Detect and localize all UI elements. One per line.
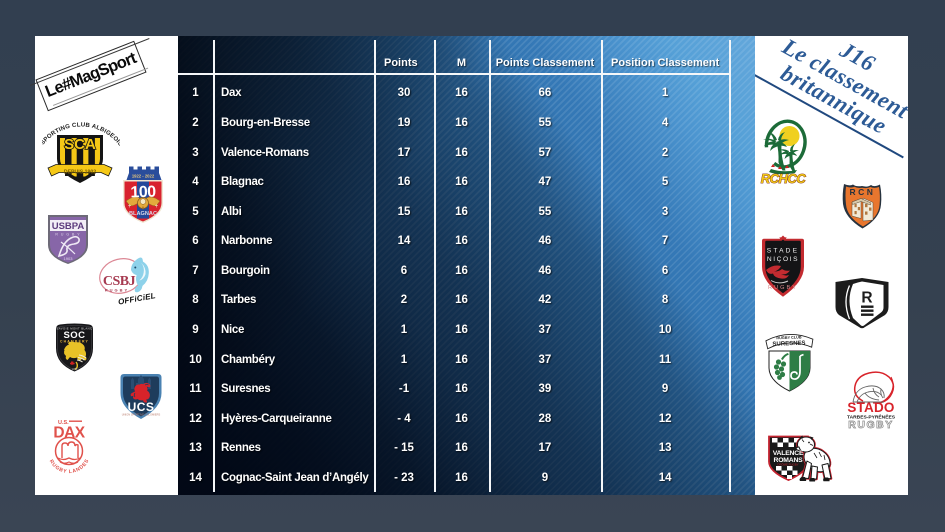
svg-text:RCHCC: RCHCC [761, 171, 807, 186]
svg-text:RUGBY: RUGBY [105, 288, 129, 293]
svg-text:UNION SPORTIVE COLOMIERS: UNION SPORTIVE COLOMIERS [122, 413, 161, 417]
svg-text:+: + [155, 204, 159, 210]
svg-text:STADO: STADO [847, 400, 894, 415]
svg-text:SOC: SOC [63, 330, 85, 341]
svg-text:1922 - 2022: 1922 - 2022 [132, 174, 155, 179]
svg-text:RCN: RCN [850, 187, 876, 197]
svg-text:RUGBY: RUGBY [848, 419, 893, 431]
svg-text:USBPA: USBPA [52, 221, 85, 232]
svg-text:RUGBY: RUGBY [768, 285, 798, 291]
svg-text:SURESNES: SURESNES [772, 341, 805, 348]
svg-text:CSBJ: CSBJ [103, 274, 136, 289]
svg-text:UCS: UCS [128, 400, 155, 414]
svg-text:R: R [861, 290, 872, 307]
svg-text:DEPUIS 1902: DEPUIS 1902 [64, 170, 96, 176]
svg-text:DRÔME RUGBY: DRÔME RUGBY [777, 461, 798, 466]
svg-text:SAVOIE MONT BLANC: SAVOIE MONT BLANC [56, 327, 92, 331]
svg-text:DAX: DAX [53, 425, 85, 442]
svg-text:1998: 1998 [72, 367, 78, 371]
svg-text:RUGBY LANDES: RUGBY LANDES [48, 458, 91, 475]
svg-text:ROMANS: ROMANS [773, 457, 803, 464]
svg-text:U.S.: U.S. [58, 420, 69, 426]
svg-text:TARBES-PYRÉNÉES: TARBES-PYRÉNÉES [847, 413, 896, 421]
svg-text:BLAGNAC: BLAGNAC [129, 211, 157, 217]
svg-text:CHAMBÉRY: CHAMBÉRY [60, 339, 89, 344]
svg-text:STADE: STADE [767, 248, 800, 255]
svg-text:SCA: SCA [64, 136, 96, 153]
svg-text:1903: 1903 [64, 256, 74, 261]
svg-text:100: 100 [130, 184, 156, 202]
svg-text:RUGBY CLUB: RUGBY CLUB [776, 335, 802, 340]
svg-text:VALENCE: VALENCE [773, 450, 804, 457]
svg-text:NIÇOIS: NIÇOIS [767, 256, 799, 263]
svg-text:+: + [128, 204, 132, 210]
svg-text:R U G B Y: R U G B Y [55, 233, 80, 237]
